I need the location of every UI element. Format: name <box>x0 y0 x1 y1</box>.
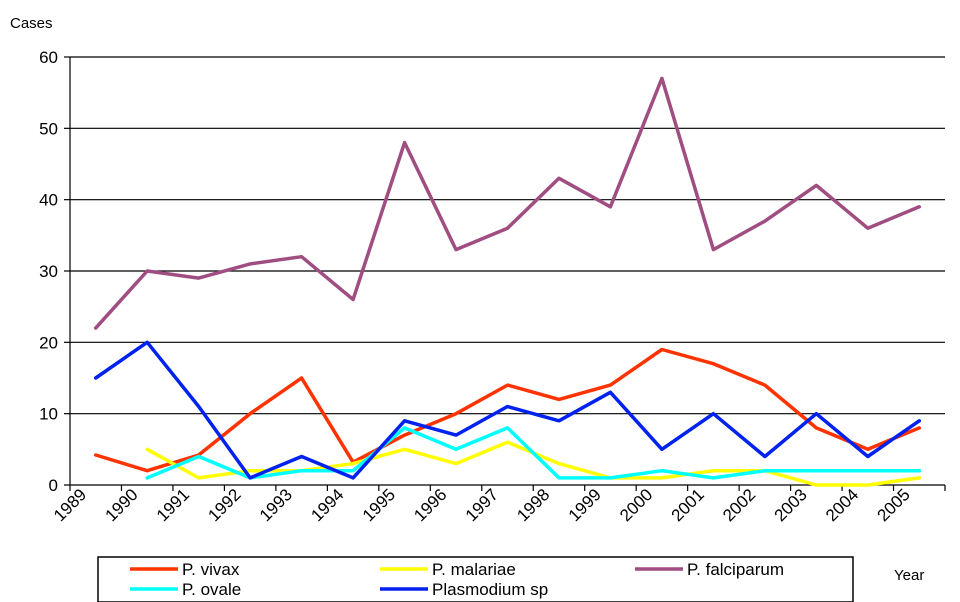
x-tick-label: 1995 <box>359 485 399 525</box>
legend-label: P. falciparum <box>687 560 784 579</box>
x-tick-labels: 1989 1990 1991 1992 1993 1994 1995 1996 1997 1998… <box>50 485 914 525</box>
x-tick-label: 2002 <box>719 485 759 525</box>
series-line-p-vivax <box>93 347 922 473</box>
series-line-plasmodium-sp <box>93 340 922 480</box>
axes <box>64 56 946 491</box>
x-tick-label: 1990 <box>101 485 141 525</box>
legend-label: P. malariae <box>432 560 516 579</box>
series-line-p-falciparum <box>93 76 922 330</box>
legend: P. vivax P. malariae P. falciparum P. ovale… <box>97 556 854 602</box>
x-tick-label: 1991 <box>153 485 193 525</box>
series-line-p-ovale <box>145 426 922 480</box>
series-line-p-malariae <box>145 440 922 487</box>
legend-box <box>97 556 854 602</box>
x-tick-label: 2005 <box>874 485 914 525</box>
y-tick-label: 40 <box>39 191 58 210</box>
y-axis-title: Cases <box>10 15 53 32</box>
x-tick-label: 1998 <box>513 485 553 525</box>
gridlines <box>70 56 945 415</box>
legend-label: P. ovale <box>182 580 241 599</box>
legend-label: P. vivax <box>182 560 240 579</box>
x-tick-label: 1993 <box>256 485 296 525</box>
x-tick-label: 1992 <box>204 485 244 525</box>
x-tick-label: 2003 <box>771 485 811 525</box>
y-tick-label: 20 <box>39 333 58 352</box>
x-axis-title: Year <box>894 567 924 584</box>
x-tick-label: 1997 <box>462 485 502 525</box>
y-tick-label: 60 <box>39 48 58 67</box>
x-tick-label: 1999 <box>565 485 605 525</box>
y-tick-labels: 0 10 20 30 40 50 60 <box>39 48 58 495</box>
legend-label: Plasmodium sp <box>432 580 548 599</box>
x-tick-label: 1994 <box>307 485 347 525</box>
y-tick-label: 0 <box>49 476 58 495</box>
series-lines <box>93 76 922 487</box>
y-tick-label: 30 <box>39 262 58 281</box>
y-tick-label: 10 <box>39 405 58 424</box>
x-tick-label: 2004 <box>822 485 862 525</box>
x-tick-label: 1996 <box>410 485 450 525</box>
x-tick-label: 2000 <box>616 485 656 525</box>
y-tick-label: 50 <box>39 119 58 138</box>
x-tick-label: 2001 <box>668 485 708 525</box>
